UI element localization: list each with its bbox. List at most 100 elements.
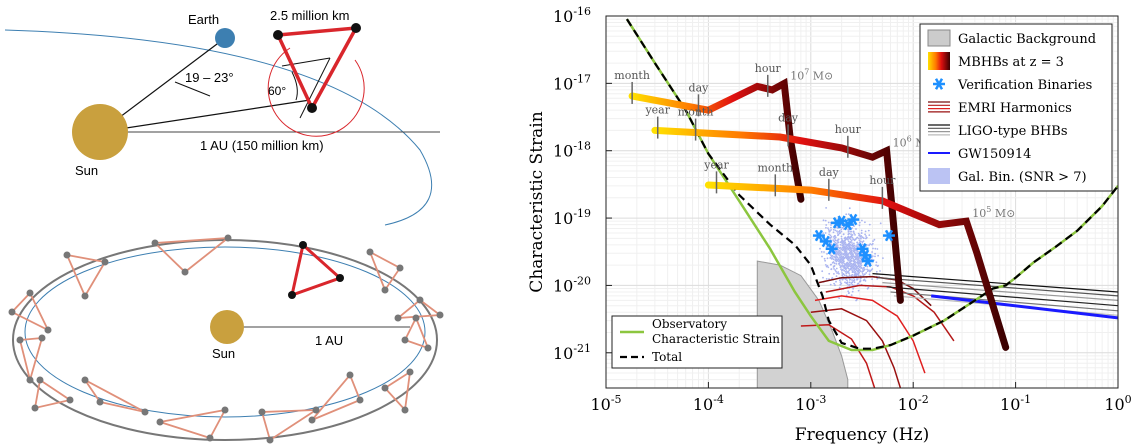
x-tick-label: 10-4 <box>693 393 724 414</box>
galactic-binary-dot <box>833 273 835 275</box>
star-arm <box>934 78 944 90</box>
galactic-binaries-layer <box>819 207 884 302</box>
y-tick-label: 10-19 <box>553 207 591 228</box>
galactic-binary-dot <box>855 267 858 269</box>
galactic-binary-dot <box>837 271 840 273</box>
galactic-binary-dot <box>851 227 853 229</box>
legend-lower-label-2: Characteristic Strain <box>652 332 780 346</box>
galactic-binary-dot <box>835 267 838 270</box>
characteristic-strain-chart: 107 M⊙106 M⊙105 M⊙ monthdayhouryearmonth… <box>527 5 1132 445</box>
plane-line-2 <box>299 57 331 119</box>
galactic-binary-dot <box>872 240 874 243</box>
galactic-binary-dot <box>847 267 850 270</box>
galactic-binary-dot <box>851 269 853 271</box>
galactic-binary-dot <box>847 290 850 293</box>
galactic-binary-dot <box>851 279 853 281</box>
galactic-binary-dot <box>848 284 850 287</box>
galactic-binary-dot <box>832 231 835 234</box>
legend-upper-label: Galactic Background <box>958 32 1096 47</box>
galactic-binary-dot <box>845 274 848 277</box>
galactic-binary-dot <box>860 262 862 265</box>
galactic-binary-dot <box>838 230 840 233</box>
time-marker-label: day <box>689 81 710 94</box>
galactic-binary-dot <box>871 255 874 257</box>
galactic-binary-dot <box>839 261 842 263</box>
au-label-bottom: 1 AU <box>315 333 343 348</box>
galactic-binary-dot <box>840 235 843 238</box>
galactic-binary-dot <box>825 278 828 280</box>
galactic-binary-dot <box>835 242 838 245</box>
star-arm <box>849 213 858 226</box>
galactic-binary-dot <box>825 265 828 268</box>
star-arm <box>832 217 842 229</box>
galactic-binary-dot <box>833 237 836 240</box>
galactic-binary-dot <box>824 219 827 222</box>
galactic-binary-dot <box>831 277 834 279</box>
galactic-binary-dot <box>833 282 835 285</box>
galactic-binary-dot <box>862 270 864 272</box>
galactic-binary-dot <box>850 294 853 296</box>
galactic-binary-dot <box>852 255 854 258</box>
galactic-binary-dot <box>853 279 856 282</box>
galactic-binary-dot <box>847 213 850 216</box>
galactic-binary-dot <box>858 269 860 272</box>
galactic-binary-dot <box>845 262 848 265</box>
galactic-binary-dot <box>854 255 857 258</box>
star-arm <box>884 229 894 242</box>
galactic-binary-dot <box>830 268 833 270</box>
x-tick-label: 10-3 <box>795 393 826 414</box>
galactic-binary-dot <box>839 256 842 258</box>
galactic-binary-dot <box>847 235 850 238</box>
galactic-binary-dot <box>863 268 866 271</box>
galactic-binary-dot <box>850 239 853 242</box>
galactic-binary-dot <box>860 235 863 237</box>
galactic-binary-dot <box>840 282 843 285</box>
galactic-binary-dot <box>843 269 846 272</box>
galactic-binary-dot <box>863 266 865 269</box>
lisa-orbit-diagram: Earth 19 – 23° Sun 1 AU (150 million km)… <box>4 8 444 444</box>
galactic-binary-dot <box>855 237 858 240</box>
galactic-binary-dot <box>838 297 841 299</box>
galactic-binary-dot <box>842 233 845 236</box>
galactic-binary-dot <box>846 246 849 249</box>
galactic-binary-dot <box>838 255 841 257</box>
galactic-binary-dot <box>850 233 852 236</box>
ligo-bhb-line <box>872 273 1118 293</box>
galactic-binary-dot <box>835 280 837 283</box>
galactic-binary-dot <box>843 267 846 270</box>
galactic-binary-dot <box>857 232 860 235</box>
galactic-binary-dot <box>857 257 860 260</box>
galactic-binary-dot <box>849 278 852 281</box>
galactic-binary-dot <box>852 238 855 241</box>
galactic-binary-dot <box>851 242 853 244</box>
legend-swatch-verification-binaries <box>933 78 945 90</box>
galactic-binary-dot <box>860 277 862 280</box>
galactic-binary-dot <box>853 232 856 235</box>
galactic-binary-dot <box>848 292 850 294</box>
emri-harmonic-line <box>810 308 902 388</box>
galactic-binary-dot <box>857 267 860 270</box>
galactic-binary-dot <box>839 281 842 283</box>
galactic-binary-dot <box>860 264 863 267</box>
time-marker-label: hour <box>755 62 782 75</box>
total-curve <box>625 18 1118 350</box>
galactic-binary-dot <box>852 265 855 268</box>
galactic-binary-dot <box>854 234 856 236</box>
galactic-binary-dot <box>854 270 857 273</box>
galactic-binary-dot <box>866 268 868 271</box>
galactic-binary-dot <box>858 224 861 227</box>
galactic-binary-dot <box>850 252 852 255</box>
galactic-binary-dot <box>882 257 884 259</box>
galactic-binary-dot <box>842 273 845 276</box>
galactic-binary-dot <box>844 238 847 241</box>
galactic-binary-dot <box>838 272 840 275</box>
galactic-binary-dot <box>845 213 848 216</box>
galactic-binary-dot <box>827 221 830 224</box>
verification-binary-star <box>825 242 838 255</box>
earth-orbit-arc <box>4 29 433 226</box>
galactic-binary-dot <box>827 266 830 269</box>
galactic-binary-dot <box>853 239 856 242</box>
sun-to-constellation-line <box>99 99 311 133</box>
spacecraft-1 <box>273 30 283 40</box>
galactic-binary-dot <box>827 227 829 230</box>
